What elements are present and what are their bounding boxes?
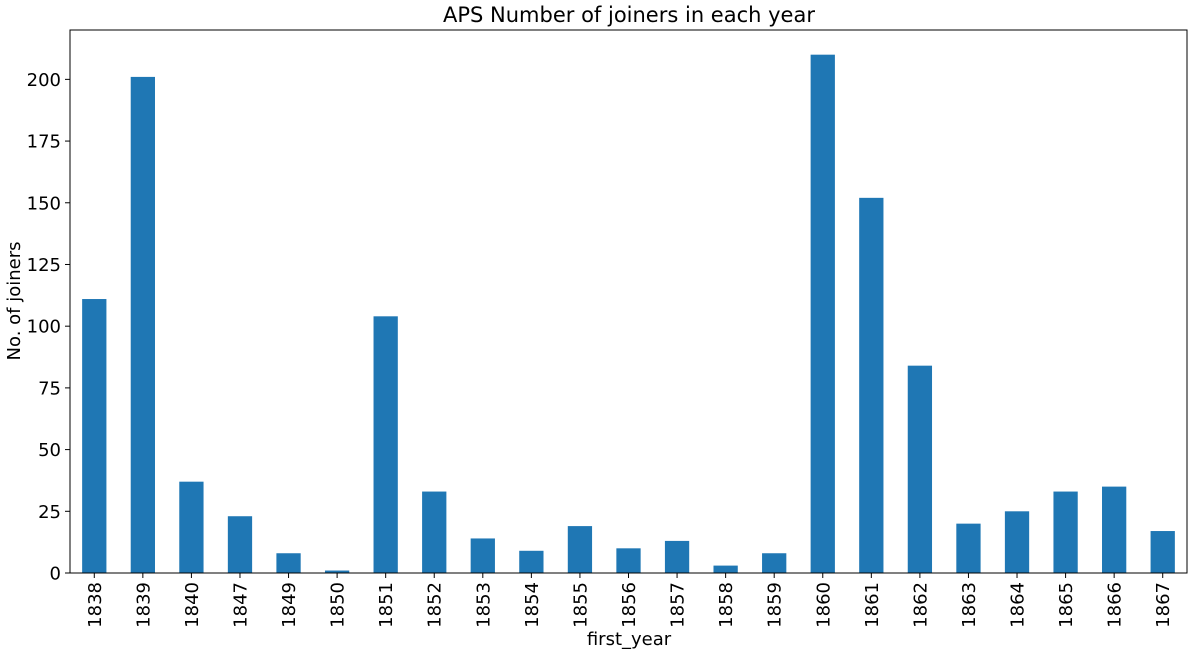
bar-1849 <box>276 553 301 573</box>
x-tick-label-1862: 1862 <box>910 582 931 628</box>
x-tick-label-1853: 1853 <box>473 582 494 628</box>
x-axis-title: first_year <box>587 629 672 650</box>
x-tick-label-1850: 1850 <box>328 582 349 628</box>
x-tick-label-1859: 1859 <box>765 582 786 628</box>
bar-1850 <box>324 570 350 573</box>
y-tick-label-50: 50 <box>38 440 61 461</box>
y-tick-label-175: 175 <box>27 132 61 153</box>
x-tick-label-1856: 1856 <box>619 582 640 628</box>
x-tick-label-1849: 1849 <box>279 582 300 628</box>
bar-1852 <box>422 491 447 573</box>
x-tick-label-1865: 1865 <box>1056 582 1077 628</box>
bar-1861 <box>859 197 884 573</box>
chart-title: APS Number of joiners in each year <box>443 3 815 27</box>
x-tick-label-1839: 1839 <box>133 582 154 628</box>
bars-group <box>82 54 1175 574</box>
x-tick-label-1866: 1866 <box>1105 582 1126 628</box>
x-tick-label-1864: 1864 <box>1008 582 1029 628</box>
y-tick-label-150: 150 <box>27 193 61 214</box>
x-tick-label-1863: 1863 <box>959 582 980 628</box>
x-tick-label-1861: 1861 <box>862 582 883 628</box>
x-tick-label-1860: 1860 <box>813 582 834 628</box>
bar-1859 <box>762 553 787 573</box>
bar-1867 <box>1150 531 1175 573</box>
plot-frame <box>69 29 1188 574</box>
bar-1854 <box>519 550 544 573</box>
bar-1863 <box>956 523 981 573</box>
x-tick-label-1857: 1857 <box>668 582 689 628</box>
x-tick-label-1847: 1847 <box>230 582 251 628</box>
bar-1862 <box>907 365 933 573</box>
y-tick-label-100: 100 <box>27 317 61 338</box>
bar-1838 <box>82 299 107 573</box>
y-tick-label-75: 75 <box>38 378 61 399</box>
bar-1855 <box>567 526 593 573</box>
bar-1857 <box>664 540 690 573</box>
x-tick-label-1851: 1851 <box>376 582 397 628</box>
x-tick-label-1867: 1867 <box>1153 582 1174 628</box>
y-tick-label-200: 200 <box>27 70 61 91</box>
bar-1851 <box>373 316 398 573</box>
x-axis-ticks: 1838 1839 1840 1847 1849 1850 1851 1852 1853 1854… <box>85 573 1174 628</box>
bar-1840 <box>179 481 204 573</box>
y-axis-title: No. of joiners <box>4 242 25 361</box>
x-tick-label-1858: 1858 <box>716 582 737 628</box>
bar-1839 <box>130 76 155 574</box>
x-tick-label-1855: 1855 <box>570 582 591 628</box>
bar-1858 <box>713 565 738 573</box>
y-tick-label-125: 125 <box>27 255 61 276</box>
bar-1847 <box>227 516 253 573</box>
y-tick-label-0: 0 <box>50 564 61 585</box>
x-tick-label-1838: 1838 <box>85 582 106 628</box>
x-tick-label-1840: 1840 <box>182 582 203 628</box>
bar-1856 <box>616 548 641 573</box>
bar-1864 <box>1004 511 1030 573</box>
bar-1853 <box>470 538 495 573</box>
bar-1860 <box>810 54 835 574</box>
x-tick-label-1854: 1854 <box>522 582 543 628</box>
bar-1865 <box>1053 491 1078 573</box>
bar-1866 <box>1102 486 1127 573</box>
y-tick-label-25: 25 <box>38 502 61 523</box>
y-axis-ticks: 0 25 50 75 100 125 150 175 200 <box>27 70 70 585</box>
x-tick-label-1852: 1852 <box>425 582 446 628</box>
